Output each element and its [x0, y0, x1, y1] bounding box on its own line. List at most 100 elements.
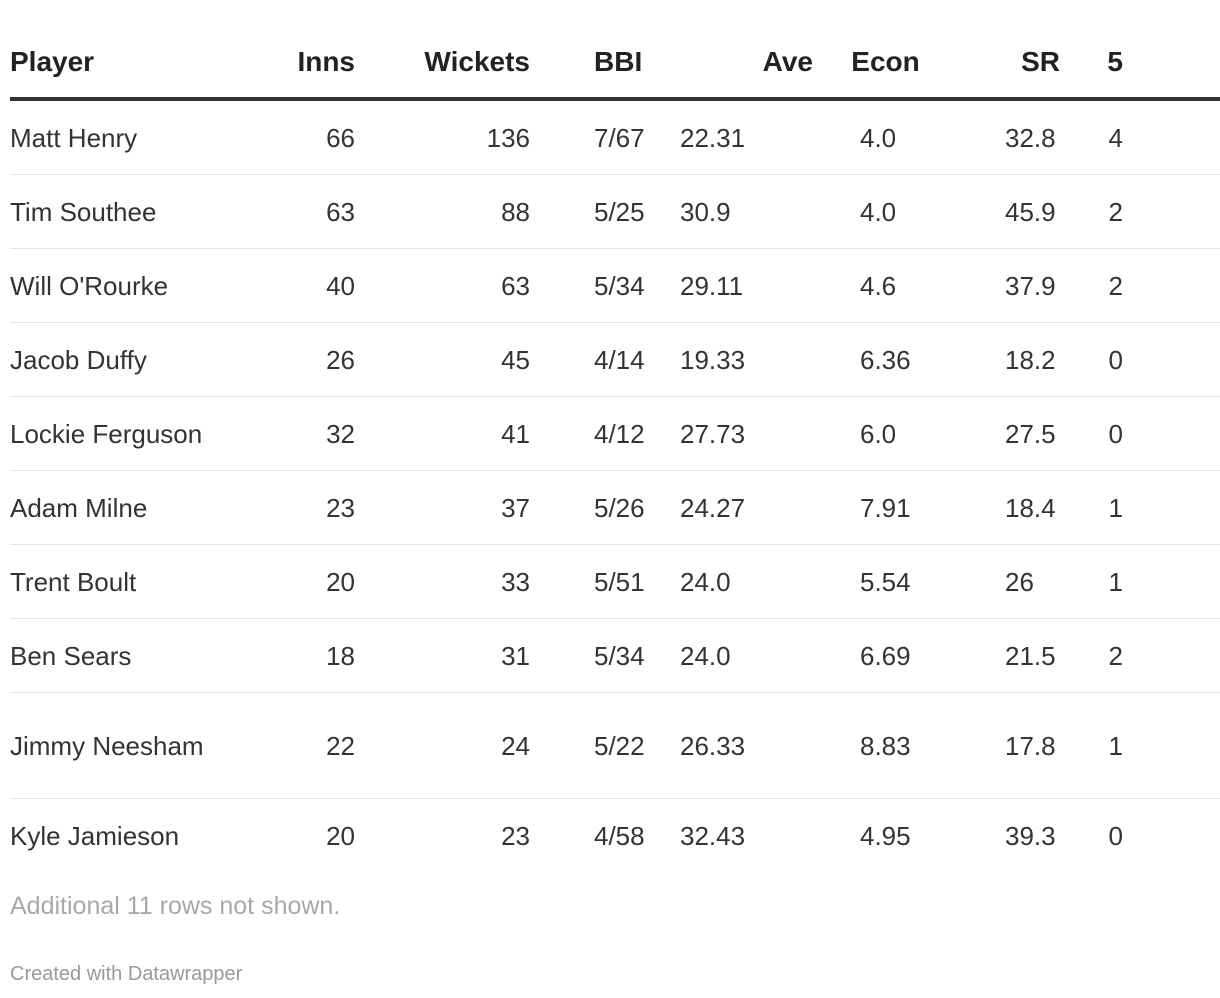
cell-bbi: 5/26	[530, 470, 680, 545]
cell-wickets: 33	[355, 544, 530, 619]
cell-ave: 26.33	[680, 692, 813, 799]
table-row: Lockie Ferguson 32 41 4/12 27.73 6.0 27.…	[10, 396, 1220, 471]
cell-player: Lockie Ferguson	[10, 396, 250, 471]
table-row: Jacob Duffy 26 45 4/14 19.33 6.36 18.2 0	[10, 322, 1220, 397]
cell-econ: 4.6	[813, 248, 958, 323]
cell-econ: 6.69	[813, 618, 958, 693]
cell-bbi: 5/25	[530, 174, 680, 249]
cell-player: Adam Milne	[10, 470, 250, 545]
cell-inns: 20	[326, 820, 355, 851]
table-row: Ben Sears 18 31 5/34 24.0 6.69 21.5 2	[10, 618, 1220, 693]
table-row: Will O'Rourke 40 63 5/34 29.11 4.6 37.9 …	[10, 248, 1220, 323]
cell-econ: 4.95	[860, 820, 911, 851]
cell-wickets: 37	[355, 470, 530, 545]
bowling-stats-table: Player Inns Wickets BBI Ave Econ SR 5 Ma…	[10, 0, 1220, 872]
header-econ[interactable]: Econ	[813, 0, 958, 101]
cell-sr: 37.9	[958, 248, 1103, 323]
cell-sr: 18.4	[958, 470, 1103, 545]
cell-econ: 4.0	[813, 99, 958, 175]
cell-ave: 22.31	[680, 99, 813, 175]
cell-wickets: 41	[355, 396, 530, 471]
cell-ave: 24.27	[680, 470, 813, 545]
cell-econ: 5.54	[813, 544, 958, 619]
cell-bbi: 5/34	[530, 248, 680, 323]
cell-sr: 39.3	[1005, 820, 1056, 851]
cell-inns: 22	[250, 692, 355, 799]
cell-five-wickets: 1	[1103, 544, 1220, 619]
cell-sr: 45.9	[958, 174, 1103, 249]
cell-player: Jacob Duffy	[10, 322, 250, 397]
cell-five-wickets: 1	[1103, 470, 1220, 545]
cell-inns: 18	[250, 618, 355, 693]
table-row: Matt Henry 66 136 7/67 22.31 4.0 32.8 4	[10, 99, 1220, 175]
header-ave[interactable]: Ave	[680, 0, 813, 101]
header-wickets[interactable]: Wickets	[355, 0, 530, 101]
cell-econ: 4.0	[813, 174, 958, 249]
table-header-row: Player Inns Wickets BBI Ave Econ SR 5	[10, 0, 1220, 101]
cell-bbi: 4/12	[530, 396, 680, 471]
cell-econ: 7.91	[813, 470, 958, 545]
cell-wickets: 136	[355, 99, 530, 175]
cell-five-wickets: 1	[1103, 692, 1220, 799]
header-bbi[interactable]: BBI	[530, 0, 680, 101]
cell-ave: 32.43	[680, 820, 746, 851]
cell-five-wickets: 2	[1103, 174, 1220, 249]
cell-player: Will O'Rourke	[10, 248, 250, 323]
cell-wickets: 31	[355, 618, 530, 693]
cell-bbi: 5/34	[530, 618, 680, 693]
cell-wickets: 88	[355, 174, 530, 249]
cell-inns: 40	[250, 248, 355, 323]
cell-inns: 66	[250, 99, 355, 175]
table-row: Adam Milne 23 37 5/26 24.27 7.91 18.4 1	[10, 470, 1220, 545]
cell-inns: 26	[250, 322, 355, 397]
cell-player: Jimmy Neesham	[10, 692, 250, 799]
cell-five-wickets: 4	[1103, 99, 1220, 175]
cell-bbi: 5/51	[530, 544, 680, 619]
cell-player: Tim Southee	[10, 174, 250, 249]
cell-sr: 32.8	[958, 99, 1103, 175]
cell-bbi: 7/67	[530, 99, 680, 175]
cell-bbi: 5/22	[530, 692, 680, 799]
cell-econ: 6.0	[813, 396, 958, 471]
stats-table-container: Player Inns Wickets BBI Ave Econ SR 5 Ma…	[10, 0, 1220, 872]
cell-five-wickets: 2	[1103, 248, 1220, 323]
cell-ave: 24.0	[680, 618, 813, 693]
cell-five-wickets: 2	[1103, 618, 1220, 693]
table-notes: Additional 11 rows not shown.	[10, 892, 341, 920]
cell-player: Trent Boult	[10, 544, 250, 619]
cell-five-wickets: 0	[1108, 820, 1123, 851]
cell-ave: 24.0	[680, 544, 813, 619]
cell-sr: 27.5	[958, 396, 1103, 471]
cell-wickets: 24	[355, 692, 530, 799]
cell-ave: 19.33	[680, 322, 813, 397]
cell-inns: 23	[250, 470, 355, 545]
cell-econ: 6.36	[813, 322, 958, 397]
cell-ave: 29.11	[680, 248, 813, 323]
cell-inns: 20	[250, 544, 355, 619]
cell-ave: 30.9	[680, 174, 813, 249]
cell-player: Ben Sears	[10, 618, 250, 693]
header-inns[interactable]: Inns	[250, 0, 355, 101]
cell-sr: 21.5	[958, 618, 1103, 693]
cell-econ: 8.83	[813, 692, 958, 799]
cell-wickets: 45	[355, 322, 530, 397]
cell-five-wickets: 0	[1103, 396, 1220, 471]
cell-bbi: 4/14	[530, 322, 680, 397]
cell-inns: 32	[250, 396, 355, 471]
header-sr[interactable]: SR	[958, 0, 1103, 101]
cell-sr: 17.8	[958, 692, 1103, 799]
header-player[interactable]: Player	[10, 0, 250, 101]
cell-sr: 26	[958, 544, 1103, 619]
datawrapper-credit[interactable]: Created with Datawrapper	[10, 963, 243, 985]
cell-player: Kyle Jamieson	[10, 820, 180, 851]
cell-bbi: 4/58	[594, 820, 645, 851]
cell-sr: 18.2	[958, 322, 1103, 397]
cell-player: Matt Henry	[10, 99, 250, 175]
table-row: Jimmy Neesham 22 24 5/22 26.33 8.83 17.8…	[10, 692, 1220, 799]
table-row: Trent Boult 20 33 5/51 24.0 5.54 26 1	[10, 544, 1220, 619]
cell-ave: 27.73	[680, 396, 813, 471]
cell-wickets: 23	[501, 820, 530, 851]
table-row: Tim Southee 63 88 5/25 30.9 4.0 45.9 2	[10, 174, 1220, 249]
header-five-wickets[interactable]: 5	[1103, 0, 1220, 101]
cell-inns: 63	[250, 174, 355, 249]
